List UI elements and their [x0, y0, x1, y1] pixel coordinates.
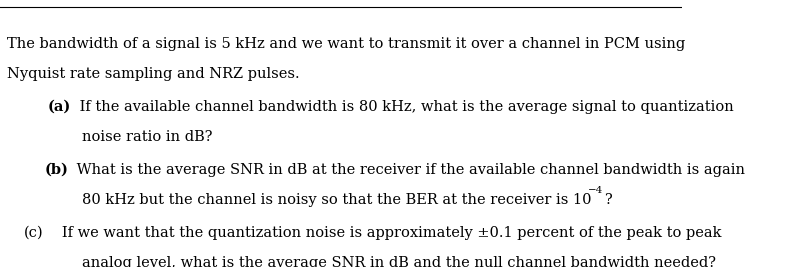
Text: What is the average SNR in dB at the receiver if the available channel bandwidth: What is the average SNR in dB at the rec… [71, 163, 745, 177]
Text: 80 kHz but the channel is noisy so that the BER at the receiver is 10: 80 kHz but the channel is noisy so that … [82, 193, 591, 207]
Text: The bandwidth of a signal is 5 kHz and we want to transmit it over a channel in : The bandwidth of a signal is 5 kHz and w… [7, 37, 685, 51]
Text: −4: −4 [588, 186, 603, 195]
Text: (c): (c) [24, 226, 43, 240]
Text: If we want that the quantization noise is approximately ±0.1 percent of the peak: If we want that the quantization noise i… [48, 226, 722, 240]
Text: analog level, what is the average SNR in dB and the null channel bandwidth neede: analog level, what is the average SNR in… [82, 256, 716, 267]
Text: (a): (a) [48, 100, 71, 114]
Text: ?: ? [604, 193, 612, 207]
Text: Nyquist rate sampling and NRZ pulses.: Nyquist rate sampling and NRZ pulses. [7, 67, 299, 81]
Text: noise ratio in dB?: noise ratio in dB? [82, 130, 212, 144]
Text: (b): (b) [44, 163, 68, 177]
Text: If the available channel bandwidth is 80 kHz, what is the average signal to quan: If the available channel bandwidth is 80… [75, 100, 734, 114]
